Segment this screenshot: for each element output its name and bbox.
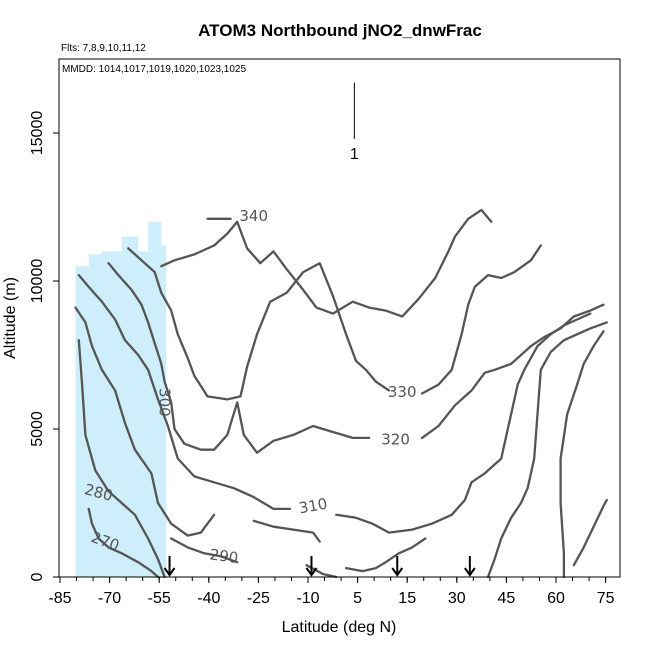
x-tick-label: 30 <box>448 590 466 607</box>
contour-lines-layer <box>74 208 608 579</box>
contour-line-280-0 <box>77 339 166 579</box>
contour-line-310-1 <box>335 312 592 534</box>
shaded-region <box>75 221 167 578</box>
x-tick-label: 75 <box>597 590 615 607</box>
x-axis: -85 -70 -55 -40 -25 -10 5 15 30 45 60 75 <box>48 577 615 607</box>
contour-line-320-1 <box>420 303 605 440</box>
chart-title: ATOM3 Northbound jNO2_dnwFrac <box>198 21 482 40</box>
y-tick-label: 10000 <box>29 259 46 304</box>
contour-line-320-0 <box>107 262 371 454</box>
contour-line-270-0 <box>87 507 160 579</box>
contour-label-320: 320 <box>381 430 410 448</box>
x-tick-label: -70 <box>98 590 121 607</box>
x-tick-label: -25 <box>247 590 270 607</box>
y-axis: 0 5000 10000 15000 <box>29 111 59 581</box>
contour-line-300-0 <box>74 306 216 537</box>
contour-line-330-1 <box>420 244 542 395</box>
arrow-marker-head-2 <box>391 567 404 577</box>
y-tick-label: 0 <box>29 572 46 581</box>
contour-line-330-0 <box>127 247 391 401</box>
contour-line-310-0 <box>77 273 292 511</box>
x-tick-label: 60 <box>547 590 565 607</box>
plot-frame <box>58 58 621 578</box>
x-tick-label: -85 <box>48 590 71 607</box>
y-axis-label: Altitude (m) <box>2 277 19 359</box>
x-tick-label: -55 <box>148 590 171 607</box>
arrow-marker-head-1 <box>305 567 318 577</box>
y-tick-label: 15000 <box>29 111 46 156</box>
contour-label-290: 290 <box>209 545 240 567</box>
y-tick-label: 5000 <box>29 411 46 447</box>
arrow-marker-head-0 <box>163 567 176 577</box>
contour-label-340: 340 <box>239 207 268 225</box>
shaded-region-layer <box>75 221 167 578</box>
contour-line-340-0 <box>160 208 493 318</box>
dates-note: MMDD: 1014,1017,1019,1020,1023,1025 <box>62 64 246 75</box>
x-axis-label: Latitude (deg N) <box>282 619 397 636</box>
contour-line-290-2 <box>559 330 605 579</box>
x-tick-label: 45 <box>498 590 516 607</box>
flights-note: Flts: 7,8,9,10,11,12 <box>61 43 146 54</box>
contour-line-300-3 <box>486 321 608 579</box>
contour-line-290-0 <box>170 537 239 564</box>
contour-line-300-1 <box>252 519 321 543</box>
contour-line-270-1 <box>572 498 608 567</box>
top-marker-label: 1 <box>350 146 359 163</box>
contour-label-330: 330 <box>388 383 417 401</box>
arrow-marker-head-3 <box>464 567 476 577</box>
contour-label-300: 300 <box>156 388 174 417</box>
x-tick-label: 5 <box>353 590 362 607</box>
x-tick-label: 15 <box>398 590 416 607</box>
markers-layer: 1 <box>163 82 476 577</box>
contour-label-310: 310 <box>297 495 328 518</box>
contour-line-300-2 <box>344 537 427 573</box>
x-tick-label: -40 <box>197 590 220 607</box>
x-tick-label: -10 <box>296 590 319 607</box>
